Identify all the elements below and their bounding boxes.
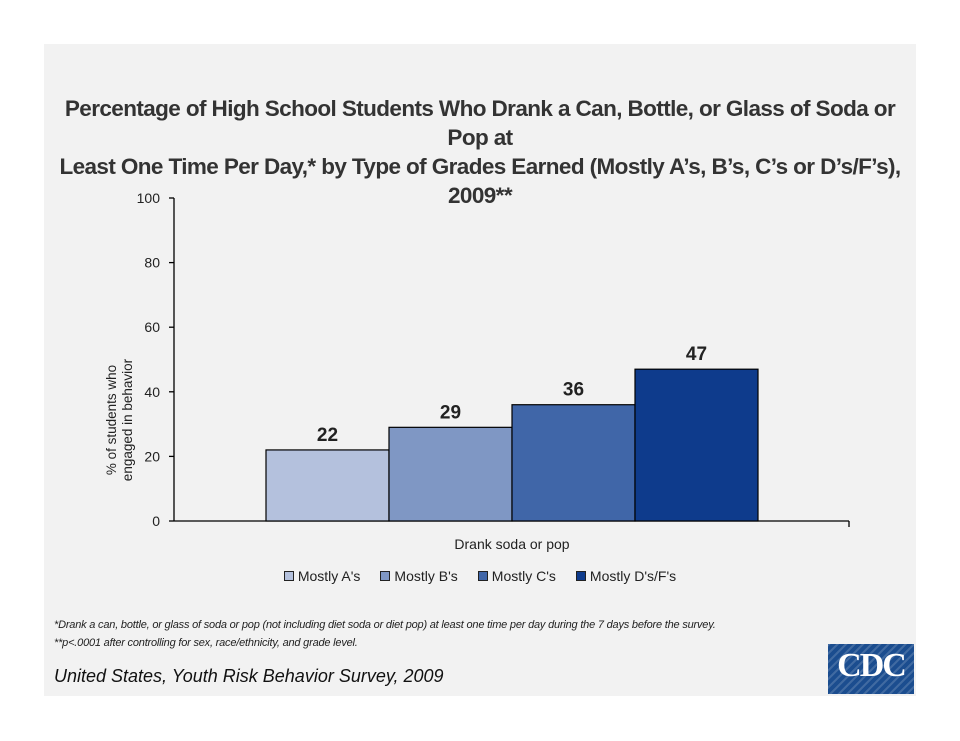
footnotes: *Drank a can, bottle, or glass of soda o… xyxy=(54,616,716,652)
bar xyxy=(634,368,759,522)
legend-item: Mostly C's xyxy=(477,568,556,584)
chart-panel: Percentage of High School Students Who D… xyxy=(44,44,916,696)
y-tick-label: 40 xyxy=(144,384,160,400)
legend-swatch xyxy=(380,571,391,581)
legend-item: Mostly D's/F's xyxy=(575,568,677,584)
legend-item: Mostly A's xyxy=(283,568,361,584)
bar-chart: 0 20 40 60 80 100 22 29 36 47 xyxy=(137,190,850,529)
legend-label: Mostly C's xyxy=(491,568,556,584)
y-axis-label: % of students who engaged in behavior xyxy=(104,320,136,520)
legend-label: Mostly B's xyxy=(394,568,458,584)
y-axis-label-line-1: % of students who xyxy=(104,364,119,476)
y-tick-label: 20 xyxy=(144,448,160,464)
y-tick-label: 60 xyxy=(144,319,160,335)
cdc-logo-stripes xyxy=(828,644,914,694)
data-label: 22 xyxy=(317,425,338,446)
chart-title: Percentage of High School Students Who D… xyxy=(44,94,916,210)
footnote-2: **p<.0001 after controlling for sex, rac… xyxy=(54,637,358,649)
bar xyxy=(265,449,390,522)
chart-title-line-1: Percentage of High School Students Who D… xyxy=(64,96,896,150)
chart-legend: Mostly A's Mostly B's Mostly C's Mostly D's… xyxy=(44,568,916,584)
y-axis-label-line-2: engaged in behavior xyxy=(120,358,135,482)
legend-label: Mostly D's/F's xyxy=(589,568,677,584)
y-tick-label: 100 xyxy=(137,190,161,206)
source-text: United States, Youth Risk Behavior Surve… xyxy=(54,666,444,686)
chart-bars xyxy=(265,368,759,522)
legend-swatch xyxy=(575,571,586,581)
x-category-label: Drank soda or pop xyxy=(454,536,570,552)
legend-label: Mostly A's xyxy=(297,568,361,584)
y-tick-label: 0 xyxy=(152,513,160,529)
legend-item: Mostly B's xyxy=(380,568,458,584)
y-tick-label: 80 xyxy=(144,255,160,271)
bar xyxy=(388,426,513,522)
cdc-logo: CDC xyxy=(828,644,914,694)
data-label: 47 xyxy=(686,344,707,365)
data-label: 36 xyxy=(563,380,584,401)
bar xyxy=(511,404,636,522)
legend-swatch xyxy=(477,571,488,581)
legend-swatch xyxy=(283,571,294,581)
cdc-logo-text: CDC xyxy=(837,647,907,684)
footnote-1: *Drank a can, bottle, or glass of soda o… xyxy=(54,619,716,631)
data-label: 29 xyxy=(440,402,461,423)
chart-title-line-2: Least One Time Per Day,* by Type of Grad… xyxy=(59,154,901,208)
chart-data-labels: 22 29 36 47 xyxy=(317,344,707,446)
